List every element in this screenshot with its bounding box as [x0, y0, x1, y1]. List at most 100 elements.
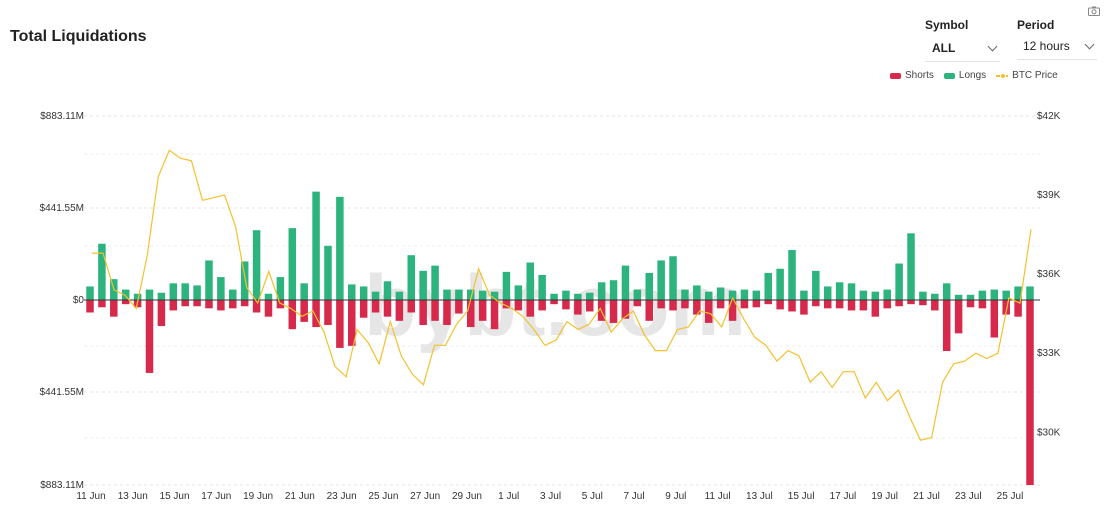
longs-bar [562, 290, 570, 300]
shorts-bar [229, 300, 237, 309]
longs-bar [835, 282, 844, 300]
shorts-bar [550, 300, 558, 305]
legend-item-btc-price[interactable]: BTC Price [996, 70, 1058, 81]
longs-bar [788, 249, 796, 300]
shorts-bar [348, 300, 356, 346]
longs-bar [1014, 286, 1022, 300]
shorts-bar [1026, 300, 1034, 485]
chart-title: Total Liquidations [10, 28, 147, 45]
longs-bar [847, 283, 856, 300]
longs-bar [276, 277, 285, 300]
x-tick-label: 25 Jun [368, 491, 398, 502]
symbol-select[interactable]: ALL [925, 35, 1000, 62]
shorts-bar [716, 300, 725, 309]
x-tick-label: 3 Jul [540, 491, 561, 502]
x-tick-label: 15 Jun [160, 491, 190, 502]
shorts-bar [645, 300, 653, 321]
legend-item-longs[interactable]: Longs [943, 70, 986, 81]
longs-bar [740, 289, 749, 300]
y-left-tick-label: $0 [73, 295, 85, 306]
shorts-bar [538, 300, 546, 311]
longs-bar [455, 289, 463, 300]
longs-bar [526, 262, 535, 300]
shorts-bar [288, 300, 297, 330]
longs-bar [431, 265, 439, 300]
longs-bar [919, 291, 927, 300]
shorts-bar [574, 300, 582, 315]
longs-bar [633, 289, 642, 300]
longs-bar [205, 260, 213, 300]
x-tick-label: 27 Jun [410, 491, 440, 502]
longs-bar [419, 270, 427, 300]
shorts-bar [359, 300, 368, 318]
shorts-bar [847, 300, 856, 311]
y-right-tick-label: $39K [1037, 190, 1061, 201]
longs-bar [371, 291, 380, 300]
shorts-bar [657, 300, 665, 309]
legend-item-shorts[interactable]: Shorts [890, 70, 934, 81]
x-tick-label: 13 Jul [746, 491, 773, 502]
period-select[interactable]: 12 hours [1017, 33, 1097, 60]
x-tick-label: 21 Jun [285, 491, 315, 502]
shorts-bar [990, 300, 999, 338]
shorts-bar [252, 300, 261, 313]
longs-bar [1026, 286, 1034, 300]
longs-bar [538, 274, 546, 300]
longs-bar [252, 230, 261, 300]
longs-bar [550, 293, 558, 300]
shorts-bar [788, 300, 796, 312]
shorts-bar [443, 300, 451, 326]
shorts-bar [812, 300, 820, 307]
longs-bar [86, 286, 94, 300]
camera-icon[interactable] [1088, 6, 1100, 16]
shorts-bar [478, 300, 487, 321]
shorts-bar [110, 300, 118, 317]
x-tick-label: 21 Jul [913, 491, 940, 502]
longs-bar [907, 233, 915, 300]
shorts-bar [169, 300, 178, 311]
legend-label: BTC Price [1012, 70, 1058, 81]
btc-price-line [92, 149, 1032, 441]
shorts-bar [502, 300, 511, 309]
longs-bar [193, 285, 201, 300]
longs-bar [704, 291, 713, 300]
shorts-bar [98, 300, 106, 308]
shorts-bar [740, 300, 749, 309]
longs-bar [966, 294, 975, 300]
x-tick-label: 13 Jun [118, 491, 148, 502]
shorts-bar [562, 300, 570, 310]
shorts-bar [919, 300, 927, 306]
shorts-bar [633, 300, 642, 307]
x-tick-label: 19 Jul [871, 491, 898, 502]
shorts-bar [752, 300, 761, 308]
shorts-bar [240, 300, 249, 307]
longs-bar [728, 290, 737, 300]
x-tick-label: 23 Jun [327, 491, 357, 502]
shorts-bar [776, 300, 784, 310]
shorts-bar [86, 300, 94, 313]
longs-bar [681, 289, 689, 300]
shorts-bar [490, 300, 499, 330]
x-tick-label: 29 Jun [452, 491, 482, 502]
longs-bar [752, 290, 761, 300]
y-right-tick-label: $42K [1037, 111, 1061, 122]
chart-legend: Shorts Longs BTC Price [890, 70, 1058, 81]
longs-bar [359, 286, 368, 300]
longs-bar [264, 293, 273, 300]
y-left-tick-label: $883.11M [40, 480, 84, 491]
longs-bar [169, 283, 178, 300]
shorts-bar [193, 300, 201, 307]
shorts-bar [681, 300, 689, 309]
shorts-bar [978, 300, 987, 309]
x-axis: 11 Jun 13 Jun 15 Jun 17 Jun 19 Jun 21 Jun 23 J… [76, 491, 1023, 502]
shorts-bar [883, 300, 891, 309]
x-tick-label: 5 Jul [582, 491, 603, 502]
x-tick-label: 17 Jul [830, 491, 857, 502]
y-axis-right: $42K $39K $36K $33K $30K [1037, 111, 1061, 438]
shorts-bar [419, 300, 427, 326]
y-left-tick-label: $441.55M [40, 203, 84, 214]
x-tick-label: 11 Jul [705, 491, 731, 502]
shorts-bar [704, 300, 713, 323]
longs-bar [764, 272, 772, 300]
longs-bar [978, 290, 987, 300]
